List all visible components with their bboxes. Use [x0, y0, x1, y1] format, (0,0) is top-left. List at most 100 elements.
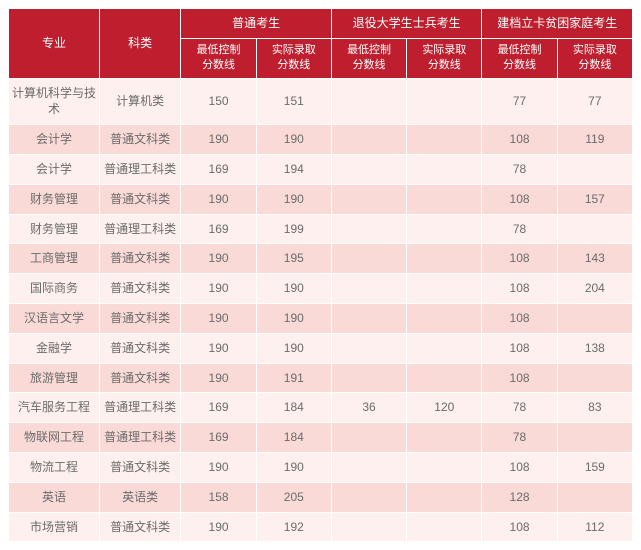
cell-category: 普通文科类 [99, 303, 181, 333]
cell-value: 108 [482, 512, 557, 542]
cell-value: 195 [256, 244, 331, 274]
cell-value [331, 482, 406, 512]
cell-value: 169 [181, 214, 256, 244]
cell-category: 普通理工科类 [99, 154, 181, 184]
table-row: 市场营销普通文科类190192108112 [9, 512, 633, 542]
cell-value: 190 [181, 244, 256, 274]
cell-value: 108 [482, 363, 557, 393]
cell-value [331, 214, 406, 244]
cell-major: 汽车服务工程 [9, 393, 100, 423]
cell-value: 184 [256, 393, 331, 423]
cell-value [331, 154, 406, 184]
table-body: 计算机科学与技术计算机类1501517777会计学普通文科类1901901081… [9, 78, 633, 542]
cell-value: 108 [482, 244, 557, 274]
table-row: 计算机科学与技术计算机类1501517777 [9, 78, 633, 125]
cell-value: 36 [331, 393, 406, 423]
cell-value: 128 [482, 482, 557, 512]
cell-major: 财务管理 [9, 214, 100, 244]
cell-major: 市场营销 [9, 512, 100, 542]
cell-major: 旅游管理 [9, 363, 100, 393]
cell-major: 工商管理 [9, 244, 100, 274]
score-table: 专业 科类 普通考生 退役大学生士兵考生 建档立卡贫困家庭考生 最低控制分数线 … [8, 8, 633, 542]
cell-value: 159 [557, 452, 632, 482]
table-row: 会计学普通理工科类16919478 [9, 154, 633, 184]
cell-major: 金融学 [9, 333, 100, 363]
table-row: 汽车服务工程普通理工科类169184361207883 [9, 393, 633, 423]
cell-value: 190 [256, 274, 331, 304]
cell-value [407, 184, 482, 214]
header-group-0: 普通考生 [181, 9, 332, 39]
cell-value [407, 482, 482, 512]
cell-value: 119 [557, 125, 632, 155]
cell-value: 192 [256, 512, 331, 542]
cell-value: 77 [482, 78, 557, 125]
cell-value: 112 [557, 512, 632, 542]
table-row: 国际商务普通文科类190190108204 [9, 274, 633, 304]
cell-value [407, 452, 482, 482]
cell-major: 会计学 [9, 154, 100, 184]
cell-value [407, 363, 482, 393]
cell-value [331, 452, 406, 482]
cell-value: 83 [557, 393, 632, 423]
cell-value: 108 [482, 303, 557, 333]
cell-category: 普通文科类 [99, 274, 181, 304]
cell-value: 204 [557, 274, 632, 304]
cell-value [557, 303, 632, 333]
cell-value [407, 214, 482, 244]
cell-value: 190 [256, 184, 331, 214]
table-row: 财务管理普通文科类190190108157 [9, 184, 633, 214]
cell-value: 191 [256, 363, 331, 393]
cell-value [407, 244, 482, 274]
cell-major: 国际商务 [9, 274, 100, 304]
cell-value [331, 274, 406, 304]
cell-value [557, 214, 632, 244]
cell-value [331, 512, 406, 542]
cell-value: 205 [256, 482, 331, 512]
cell-category: 普通理工科类 [99, 393, 181, 423]
cell-value [407, 78, 482, 125]
cell-category: 普通文科类 [99, 363, 181, 393]
header-major: 专业 [9, 9, 100, 79]
cell-value: 190 [256, 452, 331, 482]
header-sub-1-0: 最低控制分数线 [331, 38, 406, 78]
cell-category: 普通文科类 [99, 244, 181, 274]
cell-value: 120 [407, 393, 482, 423]
cell-category: 普通文科类 [99, 452, 181, 482]
header-sub-0-0: 最低控制分数线 [181, 38, 256, 78]
cell-major: 财务管理 [9, 184, 100, 214]
cell-value [407, 512, 482, 542]
cell-category: 普通文科类 [99, 125, 181, 155]
cell-value: 138 [557, 333, 632, 363]
cell-value: 108 [482, 125, 557, 155]
cell-category: 普通理工科类 [99, 214, 181, 244]
table-row: 英语英语类158205128 [9, 482, 633, 512]
cell-value: 143 [557, 244, 632, 274]
cell-value [331, 244, 406, 274]
cell-value: 78 [482, 214, 557, 244]
cell-value: 194 [256, 154, 331, 184]
cell-value: 77 [557, 78, 632, 125]
cell-value: 78 [482, 154, 557, 184]
cell-value [331, 184, 406, 214]
cell-major: 会计学 [9, 125, 100, 155]
table-row: 金融学普通文科类190190108138 [9, 333, 633, 363]
cell-value: 199 [256, 214, 331, 244]
cell-value: 78 [482, 423, 557, 453]
table-row: 汉语言文学普通文科类190190108 [9, 303, 633, 333]
cell-major: 计算机科学与技术 [9, 78, 100, 125]
header-group-2: 建档立卡贫困家庭考生 [482, 9, 633, 39]
cell-category: 英语类 [99, 482, 181, 512]
cell-value: 190 [181, 363, 256, 393]
cell-value [407, 303, 482, 333]
cell-value: 108 [482, 184, 557, 214]
cell-value: 184 [256, 423, 331, 453]
cell-major: 物流工程 [9, 452, 100, 482]
cell-category: 普通文科类 [99, 512, 181, 542]
cell-value [331, 303, 406, 333]
cell-value [407, 423, 482, 453]
cell-value: 169 [181, 393, 256, 423]
cell-value [331, 363, 406, 393]
cell-value: 150 [181, 78, 256, 125]
cell-value: 169 [181, 423, 256, 453]
header-category: 科类 [99, 9, 181, 79]
